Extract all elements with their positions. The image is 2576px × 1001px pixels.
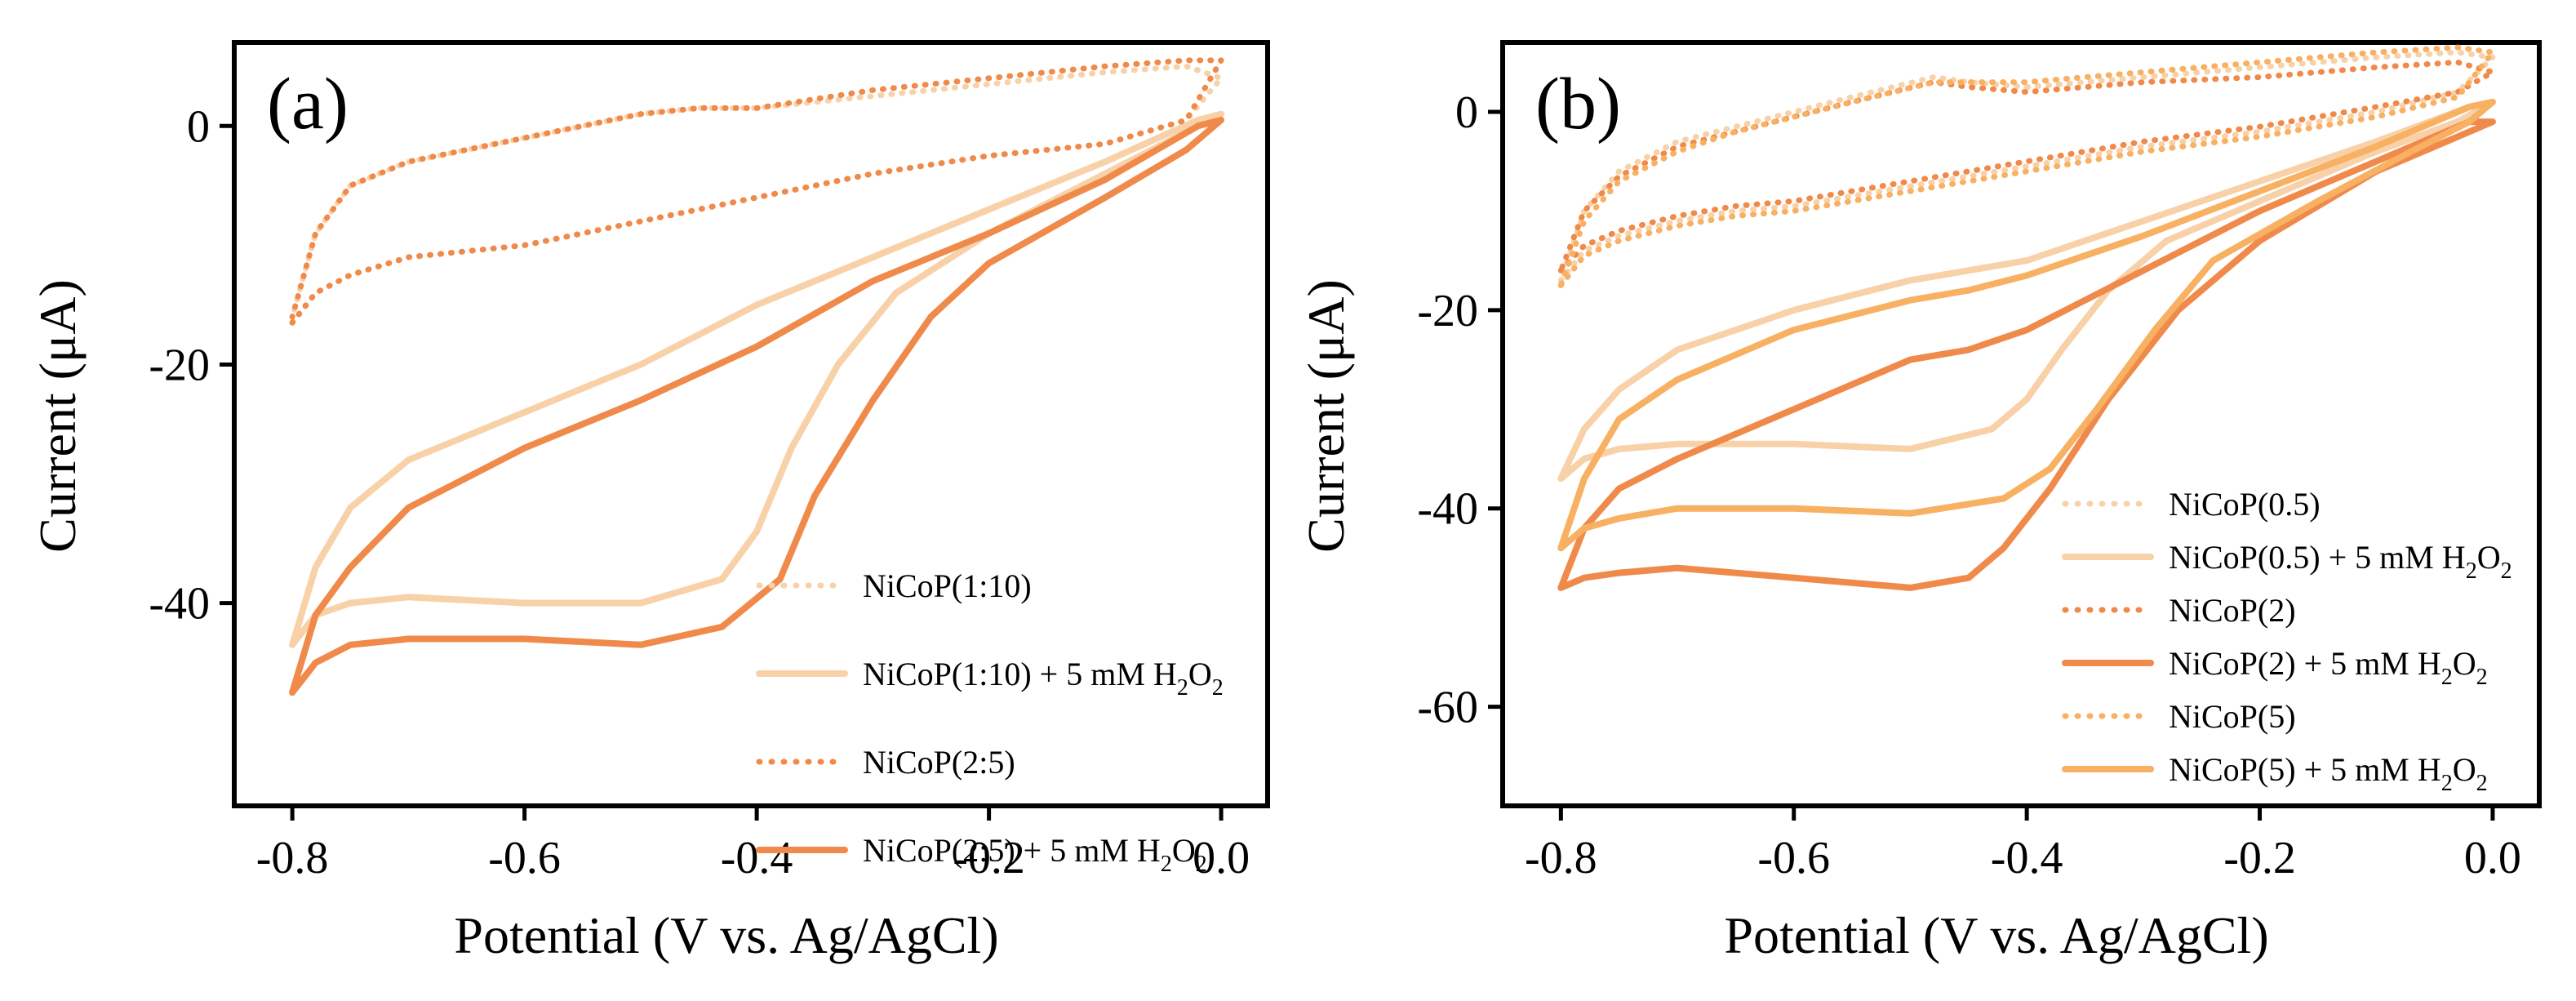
x-tick-label: 0.0 <box>2464 833 2521 883</box>
y-tick-label: -20 <box>1417 286 1478 336</box>
legend-label-1: NiCoP(1:10) <box>863 567 1032 604</box>
legend-label-2: NiCoP(0.5) + 5 mM H2O2 <box>2169 539 2512 584</box>
x-tick-label: -0.8 <box>256 833 329 883</box>
series-line-3 <box>289 57 1224 326</box>
y-axis-title: Current (μA) <box>1297 279 1355 553</box>
x-tick-label: -0.4 <box>721 833 793 883</box>
x-tick-label: -0.4 <box>1991 833 2063 883</box>
y-tick-label: 0 <box>187 101 210 152</box>
series-line-6 <box>1557 98 2496 552</box>
x-tick-label: -0.8 <box>1525 833 1597 883</box>
x-tick-label: -0.2 <box>2223 833 2296 883</box>
legend-label-5: NiCoP(5) <box>2169 698 2296 735</box>
legend-label-2: NiCoP(1:10) + 5 mM H2O2 <box>863 656 1224 701</box>
x-tick-label: -0.2 <box>953 833 1025 883</box>
y-tick-label: -60 <box>1417 683 1478 733</box>
series-line-4 <box>1557 118 2496 591</box>
y-tick-label: 0 <box>1455 87 1478 138</box>
legend-label-6: NiCoP(5) + 5 mM H2O2 <box>2169 751 2488 796</box>
y-tick-label: -40 <box>149 579 210 630</box>
x-tick-label: -0.6 <box>488 833 561 883</box>
legend-label-3: NiCoP(2) <box>2169 592 2296 629</box>
series-line-1 <box>289 63 1224 326</box>
y-axis-title: Current (μA) <box>29 279 87 553</box>
legend-label-4: NiCoP(2:5) + 5 mM H2O2 <box>863 832 1207 877</box>
panel-b: -0.8 -0.6 -0.4 -0.2 0.0 0 -20 -40 -60 Potential (… <box>1297 40 2542 964</box>
series-line-1 <box>1557 49 2496 283</box>
y-tick-label: -20 <box>149 340 210 390</box>
legend-label-3: NiCoP(2:5) <box>863 744 1015 781</box>
y-tick-label: -40 <box>1417 484 1478 535</box>
legend-label-1: NiCoP(0.5) <box>2169 486 2321 523</box>
panel-label: (b) <box>1535 64 1621 145</box>
x-tick-label: 0.0 <box>1193 833 1250 883</box>
series-line-5 <box>1557 44 2496 288</box>
series-line-4 <box>289 117 1225 696</box>
x-axis-title: Potential (V vs. Ag/AgCl) <box>1724 906 2268 964</box>
panel-label: (a) <box>267 64 349 145</box>
series-line-2 <box>1557 98 2496 483</box>
panel-a: -0.8 -0.6 -0.4 -0.2 0.0 0 -20 -40 Potential (V v… <box>29 40 1270 964</box>
legend-label-4: NiCoP(2) + 5 mM H2O2 <box>2169 645 2488 690</box>
plot-frame <box>232 40 1270 808</box>
x-tick-label: -0.6 <box>1757 833 1830 883</box>
x-axis-title: Potential (V vs. Ag/AgCl) <box>454 906 998 964</box>
plot-frame <box>1500 40 2542 808</box>
